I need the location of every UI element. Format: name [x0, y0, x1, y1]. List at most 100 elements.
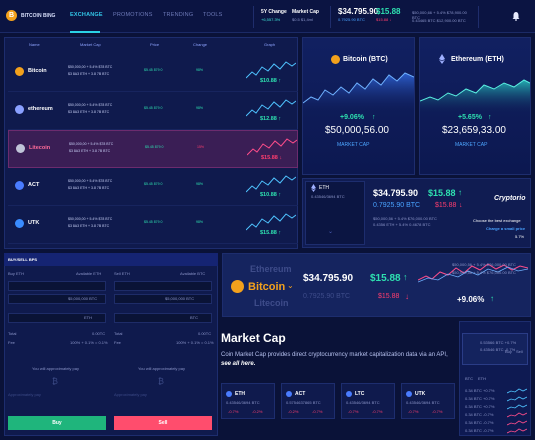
sidebar-top-sub: 0.53566 BTC +0.7%	[480, 340, 517, 345]
table-row[interactable]: Litecoin $50,000,00 + 5.4% $78 BTC $3 8A3…	[8, 130, 298, 168]
fee-link[interactable]: Charge a small price	[486, 226, 526, 231]
market-card-change-1: -0.7%	[228, 409, 239, 414]
sell-btc-unit: BTC	[190, 315, 198, 320]
bitcoin-change: +9.06%	[340, 114, 364, 121]
crypto-price-green: $15.88	[428, 188, 456, 198]
market-card-change-2: -0.2%	[252, 409, 263, 414]
up-arrow-icon: ↑	[278, 192, 282, 198]
sell-label: Sell ETH	[114, 271, 130, 276]
featured-btc: 0.7925.90 BTC	[303, 293, 351, 300]
chevron-down-icon[interactable]: ⌄	[328, 229, 334, 235]
buy-approx-label: Approximately pay	[8, 392, 41, 397]
ticker-detail-1: $50,000,66 + 5.4% $78,900.00 BTC	[412, 10, 467, 20]
table-row[interactable]: Bitcoin $50,000,00 + 5.4% $78 BTC $3 8A3 …	[8, 54, 298, 92]
down-arrow-icon: ↓	[279, 155, 283, 161]
sell-total-label: Total	[114, 331, 123, 336]
up-arrow-icon: ↑	[278, 78, 282, 84]
bitcoin-icon: ₿	[158, 377, 164, 386]
featured-price-green: $15.88	[370, 273, 401, 284]
tab-promotions[interactable]: PROMOTIONS	[113, 12, 153, 18]
coin-icon	[15, 181, 24, 190]
market-card-change-1: -0.2%	[288, 409, 299, 414]
market-card[interactable]: ACT 0.5754637865 BTC -0.2% -0.7%	[281, 383, 335, 419]
sell-price-input[interactable]	[114, 294, 212, 304]
graph-value: $15.88 ↑	[260, 230, 281, 236]
cap-line: $3 8A3 ETH + 3.8 7B BTC	[68, 186, 110, 190]
brand-name: BITCOIN BING	[21, 12, 56, 19]
sidebar-tab-eth[interactable]: ETH	[478, 376, 486, 381]
graph-value: $10.88 ↑	[260, 192, 281, 198]
market-card-name: ETH	[235, 391, 245, 397]
table-row[interactable]: ethereum $50,000,00 + 5.4% $78 BTC $3 8A3…	[8, 92, 298, 130]
buy-price-input[interactable]	[8, 294, 106, 304]
up-arrow-icon: ↑	[458, 188, 462, 197]
sell-approx-label: Approximately pay	[114, 392, 147, 397]
choose-exchange-text: Choose the best exchange	[473, 218, 521, 223]
sidebar-buy-link[interactable]: Buy	[505, 349, 512, 354]
eth-mini-sub: 0.43546/3694 BTC	[311, 194, 345, 199]
change-cell: 98%	[196, 182, 204, 186]
featured-coin-panel	[222, 253, 531, 317]
eth-mini-card[interactable]	[305, 181, 365, 245]
featured-coin-name[interactable]: Bitcoin	[248, 281, 286, 293]
coin-icon	[226, 391, 232, 397]
change-label: 5Y Change	[261, 9, 287, 15]
buy-total-input[interactable]	[8, 313, 106, 323]
sidebar-tab-btc[interactable]: BTC	[465, 376, 473, 381]
price-cell: $5.45 879 0	[144, 68, 163, 72]
table-row[interactable]: UTK $50,000,00 + 5.4% $78 BTC $3 8A3 ETH …	[8, 206, 298, 244]
featured-change: +9.06%	[457, 295, 485, 304]
see-all-link[interactable]: see all here.	[221, 361, 256, 367]
graph-value: $12.88 ↑	[260, 116, 281, 122]
crypto-price: $34.795.90	[373, 188, 419, 198]
sidebar-sparkline	[507, 420, 527, 426]
notification-bell-icon[interactable]	[511, 11, 521, 21]
buy-sell-title: BUY/SELL BPS	[8, 257, 38, 262]
sell-total-input[interactable]	[114, 313, 212, 323]
market-card-change-1: -0.7%	[408, 409, 419, 414]
tab-exchange[interactable]: EXCHANGE	[70, 12, 103, 18]
sidebar-sell-link[interactable]: Sell	[516, 349, 523, 354]
eth-mini-name: ETH	[319, 185, 329, 191]
cap-line: $3 8A3 ETH + 3.8 7B BTC	[69, 149, 111, 153]
bitcoin-icon: ₿	[52, 377, 58, 386]
sidebar-top-card[interactable]	[462, 333, 528, 365]
bitcoin-logo-icon: B	[6, 10, 17, 21]
buy-total-value: 0.00TC	[92, 331, 106, 336]
col-graph: Graph	[264, 42, 276, 47]
buy-price-value: $5,000,000 BTC	[68, 296, 98, 301]
market-card-sub: 0.43546/3694 BTC	[406, 400, 440, 405]
table-row[interactable]: ACT $50,000,00 + 5.4% $78 BTC $3 8A3 ETH …	[8, 168, 298, 206]
sell-amount-input[interactable]	[114, 281, 212, 291]
ethereum-area-chart	[420, 79, 530, 115]
graph-value-text: $15.88	[260, 230, 277, 236]
up-arrow-icon: ↑	[488, 114, 492, 121]
up-arrow-icon: ↑	[278, 116, 282, 122]
tab-ethereum[interactable]: Ethereum	[250, 264, 292, 274]
brand-logo[interactable]: B BITCOIN BING	[6, 10, 55, 21]
coin-icon	[15, 105, 24, 114]
market-card[interactable]: ETH 0.43546/3694 BTC -0.7% -0.2%	[221, 383, 275, 419]
sell-button[interactable]: Sell	[114, 416, 212, 430]
market-card[interactable]: UTK 0.43546/3694 BTC -0.7% -0.7%	[401, 383, 455, 419]
up-arrow-icon: ↑	[403, 272, 408, 282]
tab-tools[interactable]: TOOLS	[203, 12, 223, 18]
buy-button[interactable]: Buy	[8, 416, 106, 430]
ethereum-card-title: Ethereum (ETH)	[451, 56, 504, 63]
coin-icon	[346, 391, 352, 397]
cap-line: $50,000,00 + 5.4% $78 BTC	[69, 142, 114, 146]
ticker-detail-2: 0.43465 BTC $12,900.00 BTC	[412, 18, 466, 23]
change-cell: 98%	[196, 106, 204, 110]
tab-litecoin[interactable]: Litecoin	[254, 298, 289, 308]
crypto-price-red: $15.88	[435, 202, 457, 209]
ticker-price: $34.795.90	[338, 7, 379, 16]
sparkline-chart	[247, 138, 297, 156]
market-card-sub: 0.43546/3694 BTC	[346, 400, 380, 405]
market-card[interactable]: LTC 0.43546/3694 BTC -0.7% -0.7%	[341, 383, 395, 419]
crypto-line-2: 0.4356 ETH + 5.4% 0.4678 BTC	[373, 222, 431, 227]
chevron-down-icon[interactable]: ⌄	[287, 281, 294, 290]
buy-amount-input[interactable]	[8, 281, 106, 291]
cap-line: $50,000,00 + 5.4% $78 BTC	[68, 65, 113, 69]
sell-fee-label: Fee	[114, 340, 121, 345]
tab-trending[interactable]: TRENDING	[163, 12, 194, 18]
